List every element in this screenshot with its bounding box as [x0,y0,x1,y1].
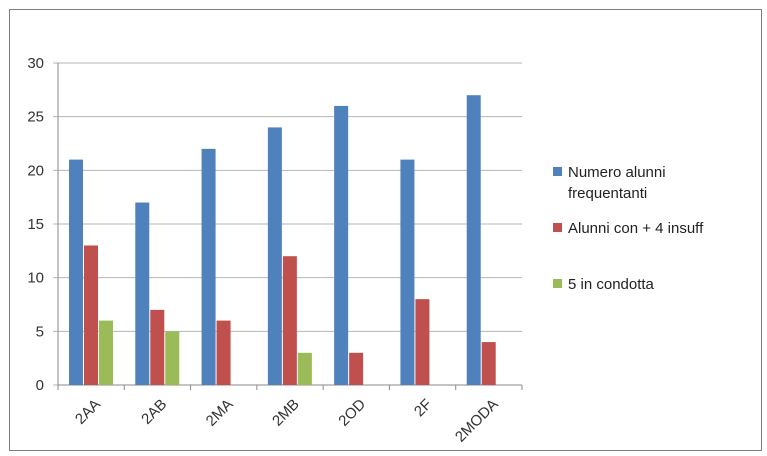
bar [216,320,231,385]
legend-label: Numero alunni [568,164,666,181]
bar [466,95,481,385]
bar [165,331,180,385]
y-tick-label: 25 [27,109,44,126]
legend-label: 5 in condotta [568,276,655,293]
bar [297,352,312,385]
bar [69,159,83,385]
x-tick-label: 2OD [335,396,369,430]
bar [334,105,349,385]
legend-swatch [553,223,562,232]
y-tick-label: 5 [36,323,44,340]
x-tick-label: 2F [411,396,435,420]
legend-label: Alunni con + 4 insuff [568,220,704,237]
bar [481,342,496,385]
y-tick-label: 20 [27,162,44,179]
x-tick-label: 2AA [72,396,104,428]
y-tick-label: 15 [27,216,44,233]
x-tick-label: 2MODA [452,396,502,446]
bar [282,256,297,385]
bar [400,159,415,385]
legend-swatch [553,279,562,288]
bar [201,148,216,385]
legend-label: frequentanti [568,185,647,202]
legend-swatch [553,167,562,176]
x-tick-label: 2AB [138,396,170,428]
chart-frame [9,9,762,451]
bar [150,309,165,385]
y-tick-label: 10 [27,270,44,287]
x-tick-label: 2MA [203,396,237,430]
bar [135,202,150,385]
x-tick-label: 2MB [269,396,303,430]
bar [349,352,364,385]
y-tick-label: 30 [27,55,44,72]
bar [415,299,430,385]
y-tick-label: 0 [36,377,44,394]
bar [99,320,113,385]
bar [267,127,282,386]
bar [84,245,98,385]
